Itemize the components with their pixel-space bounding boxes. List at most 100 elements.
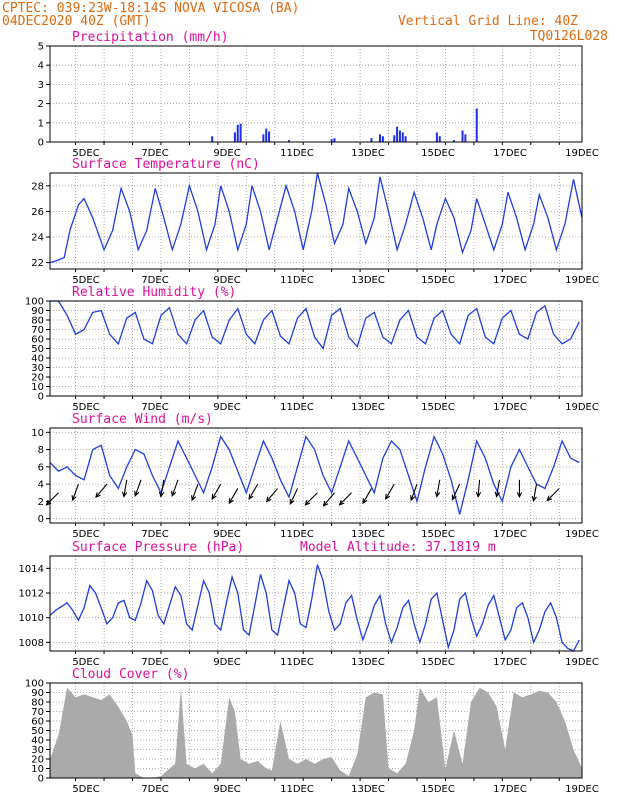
- x-tick-label: 15DEC: [421, 402, 455, 413]
- pressure-panel: Surface Pressure (hPa) Model Altitude: 3…: [19, 540, 599, 668]
- precipitation-bar: [393, 135, 396, 142]
- precipitation-bar: [287, 140, 290, 142]
- precipitation-bar: [330, 139, 333, 142]
- wind-arrow: [158, 479, 165, 498]
- y-tick-label: 30: [31, 745, 44, 756]
- y-tick-label: 10: [31, 382, 44, 393]
- x-tick-label: 11DEC: [280, 784, 314, 795]
- x-tick-label: 13DEC: [351, 529, 385, 540]
- panel-title-humidity: Relative Humidity (%): [72, 285, 236, 300]
- x-tick-label: 11DEC: [280, 657, 314, 668]
- x-tick-label: 5DEC: [72, 148, 99, 159]
- precipitation-bar: [435, 132, 438, 142]
- x-tick-label: 15DEC: [421, 275, 455, 286]
- wind-panel: Surface Wind (m/s) 0 2 4 6 8 10 5DEC 7DEC 9DEC 11…: [31, 412, 599, 540]
- precipitation-bar: [475, 108, 478, 142]
- humidity-panel: Relative Humidity (%) 010203040506070809…: [25, 285, 599, 413]
- wind-arrow: [410, 483, 418, 502]
- y-tick-label: 1008: [19, 638, 44, 649]
- series-line: [49, 434, 580, 515]
- y-tick-label: 40: [31, 354, 44, 365]
- x-tick-label: 11DEC: [280, 148, 314, 159]
- y-tick-label: 0: [38, 774, 44, 785]
- x-tick-label: 17DEC: [493, 657, 527, 668]
- y-tick-label: 26: [31, 207, 44, 218]
- y-tick-label: 80: [31, 316, 44, 327]
- x-tick-label: 19DEC: [565, 148, 599, 159]
- precipitation-bar: [438, 136, 441, 142]
- precipitation-bar: [370, 138, 373, 142]
- precipitation-bar: [464, 134, 467, 142]
- x-tick-label: 19DEC: [565, 402, 599, 413]
- y-tick-label: 100: [25, 679, 44, 690]
- x-tick-label: 7DEC: [141, 402, 168, 413]
- panel-frame: [49, 300, 583, 397]
- x-tick-label: 17DEC: [493, 402, 527, 413]
- wind-arrow: [338, 492, 352, 506]
- y-tick-label: 4: [38, 61, 44, 72]
- y-tick-label: 20: [31, 373, 44, 384]
- y-tick-label: 80: [31, 698, 44, 709]
- x-tick-label: 11DEC: [280, 529, 314, 540]
- x-tick-label: 5DEC: [72, 275, 99, 286]
- wind-arrow: [434, 479, 441, 498]
- x-tick-label: 5DEC: [72, 402, 99, 413]
- x-tick-label: 9DEC: [213, 784, 240, 795]
- y-tick-label: 70: [31, 707, 44, 718]
- y-tick-label: 1010: [19, 613, 44, 624]
- x-tick-label: 19DEC: [565, 657, 599, 668]
- precipitation-bar: [396, 126, 399, 142]
- panel-frame: [49, 45, 583, 143]
- x-tick-label: 9DEC: [213, 529, 240, 540]
- x-tick-label: 5DEC: [72, 657, 99, 668]
- precipitation-bar: [452, 140, 455, 142]
- panel-frame: [49, 427, 583, 524]
- x-tick-label: 7DEC: [141, 148, 168, 159]
- wind-arrow: [362, 488, 372, 505]
- model-altitude-annotation: Model Altitude: 37.1819 m: [300, 540, 496, 555]
- temperature-panel: Surface Temperature (nC) 22 24 26 28 5DEC 7DE…: [31, 157, 599, 286]
- x-tick-label: 9DEC: [213, 657, 240, 668]
- x-tick-label: 13DEC: [351, 657, 385, 668]
- series-line: [49, 172, 583, 264]
- wind-arrow: [71, 483, 79, 502]
- precipitation-bar: [379, 134, 382, 142]
- x-tick-label: 15DEC: [421, 148, 455, 159]
- x-tick-label: 7DEC: [141, 657, 168, 668]
- y-tick-label: 60: [31, 335, 44, 346]
- wind-arrow: [531, 484, 538, 503]
- x-tick-label: 7DEC: [141, 529, 168, 540]
- precipitation-bar: [381, 136, 384, 142]
- precipitation-bar: [265, 128, 268, 142]
- precipitation-bar: [236, 124, 239, 142]
- panel-title-temperature: Surface Temperature (nC): [72, 157, 260, 172]
- y-tick-label: 50: [31, 726, 44, 737]
- y-tick-label: 28: [31, 181, 44, 192]
- y-tick-label: 22: [31, 258, 44, 269]
- wind-arrow: [322, 492, 335, 507]
- y-tick-label: 50: [31, 344, 44, 355]
- x-tick-label: 17DEC: [493, 529, 527, 540]
- y-tick-label: 10: [31, 764, 44, 775]
- wind-arrow: [265, 488, 279, 503]
- x-tick-label: 9DEC: [213, 402, 240, 413]
- precipitation-bar: [404, 136, 407, 142]
- y-tick-label: 0: [38, 138, 44, 149]
- x-tick-label: 17DEC: [493, 275, 527, 286]
- precipitation-bar: [211, 136, 214, 142]
- y-tick-label: 70: [31, 325, 44, 336]
- y-tick-label: 100: [25, 297, 44, 308]
- cloud-cover-area: [50, 687, 582, 778]
- y-tick-label: 2: [38, 497, 44, 508]
- header-location: CPTEC: 039:23W-18:14S NOVA VICOSA (BA): [2, 1, 299, 16]
- x-tick-label: 17DEC: [493, 148, 527, 159]
- x-tick-label: 19DEC: [565, 529, 599, 540]
- wind-arrow: [304, 492, 318, 506]
- y-tick-label: 90: [31, 306, 44, 317]
- y-tick-label: 3: [38, 80, 44, 91]
- x-tick-label: 7DEC: [141, 275, 168, 286]
- x-tick-label: 7DEC: [141, 784, 168, 795]
- series-line: [50, 300, 580, 350]
- y-tick-label: 1: [38, 118, 44, 129]
